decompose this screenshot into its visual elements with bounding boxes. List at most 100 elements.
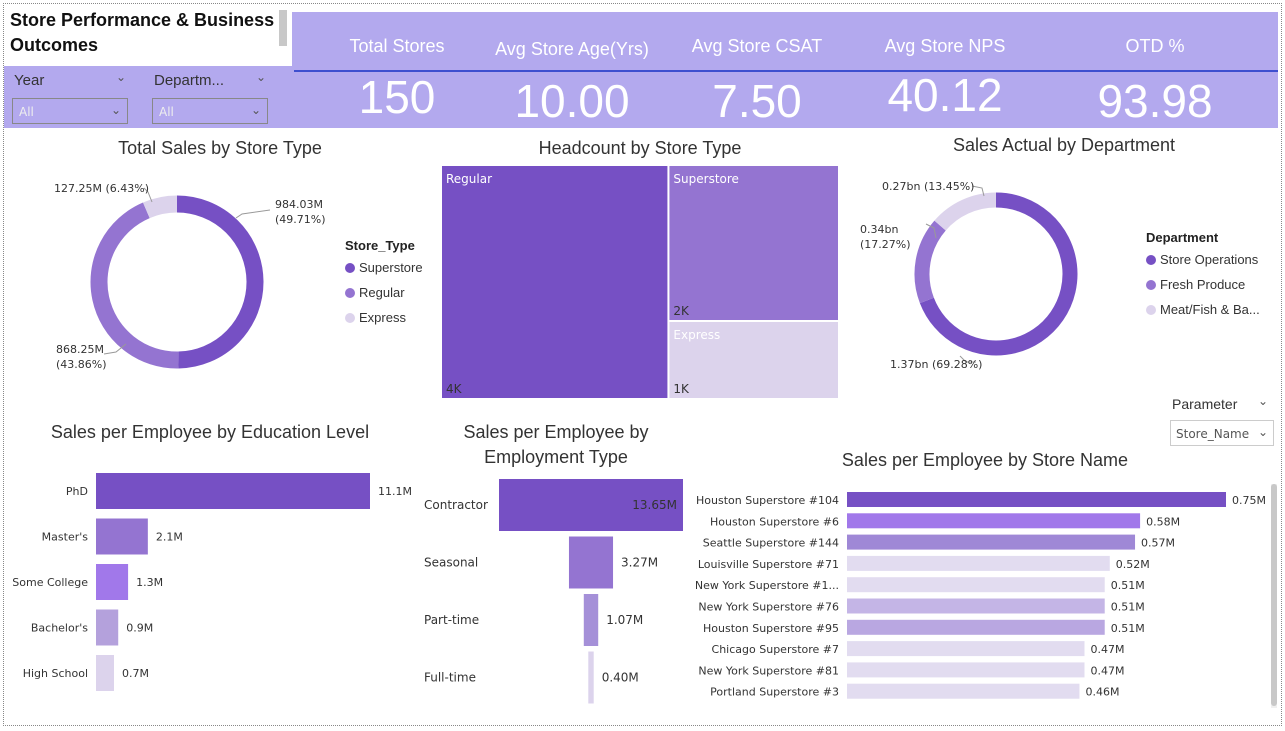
bar-3[interactable] — [96, 609, 119, 646]
bar-0[interactable] — [96, 473, 370, 509]
donut-chart-total-sales[interactable]: 984.03M (49.71%) 868.25M (43.86%) 127.25M (6… — [40, 170, 330, 390]
report-title-line-2: Outcomes — [10, 35, 99, 55]
donut-slice-2[interactable] — [934, 192, 997, 231]
funnel-chart-employment[interactable]: Contractor 13.65M Seasonal 3.27M Part-time 1.… — [416, 470, 700, 710]
donut-slice-0[interactable] — [919, 192, 1078, 356]
year-dropdown[interactable]: All ⌄ — [12, 98, 128, 124]
treemap-tile-regular[interactable] — [442, 166, 668, 398]
store-bar-3[interactable] — [847, 555, 1110, 571]
category-label: PhD — [66, 485, 88, 498]
chart-title-store-name: Sales per Employee by Store Name — [841, 450, 1129, 470]
category-label: Houston Superstore #95 — [703, 622, 839, 635]
bar-2[interactable] — [96, 564, 129, 600]
store-bar-9[interactable] — [847, 683, 1080, 699]
store-bar-7[interactable] — [847, 641, 1085, 657]
store-bar-5[interactable] — [847, 598, 1105, 614]
category-label: Bachelor's — [31, 622, 88, 635]
treemap-tile-label: Superstore — [673, 172, 739, 186]
funnel-bar-2[interactable] — [583, 594, 599, 646]
slicer-label: Departm... — [154, 72, 225, 89]
year-slicer[interactable]: Year ⌄ All ⌄ — [4, 66, 132, 128]
donut-slice-1[interactable] — [914, 220, 946, 304]
category-label: Contractor — [424, 498, 488, 512]
treemap-headcount[interactable]: Regular 4K Superstore 2K Express 1K — [441, 165, 839, 399]
chevron-down-icon[interactable]: ⌄ — [1257, 425, 1268, 439]
data-label: 0.75M — [1232, 494, 1266, 507]
bar-1[interactable] — [96, 518, 148, 555]
category-label: Seattle Superstore #144 — [703, 537, 839, 550]
legend-item-regular[interactable]: Regular — [345, 285, 405, 300]
kpi-avg-store-csat: Avg Store CSAT 7.50 — [672, 12, 842, 128]
legend-item-express[interactable]: Express — [345, 310, 406, 325]
legend-item-superstore[interactable]: Superstore — [345, 260, 423, 275]
funnel-bar-3[interactable] — [588, 651, 594, 704]
data-label: 0.51M — [1111, 622, 1145, 635]
kpi-avg-store-age: Avg Store Age(Yrs) 10.00 — [482, 12, 662, 128]
leader-line — [103, 343, 127, 355]
treemap-tile-express[interactable] — [669, 322, 838, 398]
category-label: Some College — [12, 576, 88, 589]
parameter-dropdown[interactable]: Store_Name ⌄ — [1170, 420, 1274, 446]
category-label: High School — [23, 667, 88, 680]
chevron-down-icon[interactable]: ⌄ — [255, 70, 266, 84]
donut-slice-2[interactable] — [143, 195, 178, 219]
data-label: 0.7M — [122, 667, 149, 680]
scrollbar-thumb[interactable] — [1271, 484, 1277, 706]
data-label-value: 868.25M — [56, 343, 104, 356]
funnel-bar-0[interactable] — [499, 479, 683, 531]
category-label: Master's — [42, 531, 89, 544]
legend-dot — [1146, 305, 1156, 315]
slicer-label: Year — [14, 72, 45, 89]
legend-item-store-operations[interactable]: Store Operations — [1146, 252, 1258, 267]
legend-dot — [345, 263, 355, 273]
donut-slice-0[interactable] — [176, 195, 264, 369]
bar-4[interactable] — [96, 655, 114, 691]
store-bar-0[interactable] — [847, 492, 1226, 507]
donut-chart-sales-actual[interactable]: 1.37bn (69.28%) 0.34bn (17.27%) 0.27bn (13.… — [840, 168, 1140, 386]
kpi-band: Total Stores 150 Avg Store Age(Yrs) 10.0… — [292, 12, 1278, 128]
title-scrollbar[interactable] — [279, 10, 287, 46]
data-label: 0.40M — [602, 671, 639, 685]
bar-chart-store-name[interactable]: Houston Superstore #104 0.75M Houston Supe… — [696, 484, 1268, 708]
store-bar-4[interactable] — [847, 577, 1105, 593]
legend-dot — [1146, 280, 1156, 290]
treemap-tile-value: 4K — [446, 382, 463, 396]
category-label: Part-time — [424, 613, 479, 627]
bar-chart-education[interactable]: PhD 11.1M Master's 2.1M Some College 1.3M Bach… — [4, 460, 424, 710]
kpi-value: 7.50 — [712, 75, 802, 127]
kpi-value: 40.12 — [887, 69, 1003, 121]
leader-line — [235, 209, 271, 219]
store-bar-6[interactable] — [847, 619, 1105, 635]
kpi-label: Avg Store Age(Yrs) — [495, 39, 649, 59]
store-bar-2[interactable] — [847, 534, 1136, 550]
legend-item-meat-fish[interactable]: Meat/Fish & Ba... — [1146, 302, 1260, 317]
donut-slice-1[interactable] — [90, 202, 179, 369]
funnel-bar-1[interactable] — [568, 536, 614, 589]
report-title-line-1: Store Performance & Business — [10, 10, 275, 30]
treemap-tile-value: 1K — [673, 382, 690, 396]
store-chart-scrollbar[interactable] — [1271, 484, 1277, 708]
department-dropdown[interactable]: All ⌄ — [152, 98, 268, 124]
data-label: 11.1M — [378, 485, 412, 498]
data-label: 0.51M — [1111, 601, 1145, 614]
department-slicer[interactable]: Departm... ⌄ All ⌄ — [144, 66, 272, 128]
chevron-down-icon[interactable]: ⌄ — [250, 103, 261, 117]
treemap-tile-superstore[interactable] — [669, 166, 838, 320]
category-label: Houston Superstore #6 — [710, 515, 839, 528]
chart-title-education: Sales per Employee by Education Level — [50, 422, 370, 442]
data-label: 1.37bn (69.28%) — [890, 358, 982, 371]
chevron-down-icon[interactable]: ⌄ — [1258, 394, 1269, 408]
parameter-label: Parameter — [1172, 396, 1238, 412]
store-bar-8[interactable] — [847, 662, 1085, 678]
chevron-down-icon[interactable]: ⌄ — [115, 70, 126, 84]
leader-line — [959, 355, 976, 363]
legend-item-fresh-produce[interactable]: Fresh Produce — [1146, 277, 1245, 292]
treemap-tile-label: Express — [673, 328, 720, 342]
kpi-value: 10.00 — [514, 75, 630, 127]
kpi-value: 150 — [358, 71, 436, 123]
chevron-down-icon[interactable]: ⌄ — [110, 103, 121, 117]
data-label: 0.47M — [1091, 664, 1125, 677]
data-label-pct: (43.86%) — [56, 358, 107, 371]
treemap-tile-value: 2K — [673, 304, 690, 318]
store-bar-1[interactable] — [847, 513, 1141, 529]
